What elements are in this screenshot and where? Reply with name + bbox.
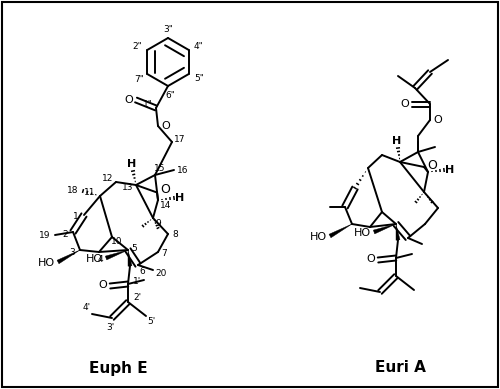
Polygon shape (329, 224, 352, 238)
Text: O: O (427, 158, 437, 172)
Text: Euph E: Euph E (88, 361, 148, 375)
Text: 17: 17 (174, 135, 186, 144)
Text: O: O (98, 280, 108, 290)
Polygon shape (374, 224, 396, 234)
Text: 4: 4 (97, 256, 103, 265)
Text: 15: 15 (154, 163, 166, 172)
Text: 2: 2 (62, 230, 68, 238)
Text: O: O (434, 115, 442, 125)
Text: 6: 6 (139, 266, 145, 275)
Text: 3': 3' (106, 322, 114, 331)
Text: 13: 13 (122, 182, 134, 191)
Text: HO: HO (310, 232, 326, 242)
Text: 1: 1 (73, 212, 79, 221)
Text: H: H (176, 193, 184, 203)
Text: 10: 10 (111, 237, 123, 245)
Text: O: O (124, 95, 134, 105)
Text: 3": 3" (163, 25, 173, 33)
Text: 5': 5' (147, 317, 155, 326)
Text: H: H (446, 165, 454, 175)
Text: 20: 20 (156, 268, 166, 277)
Text: 5: 5 (131, 244, 137, 252)
Text: 14: 14 (160, 200, 172, 210)
Text: 6": 6" (165, 91, 175, 100)
Text: 18: 18 (67, 186, 79, 194)
Text: O: O (366, 254, 376, 264)
Text: 16: 16 (177, 165, 189, 175)
Text: 5": 5" (194, 74, 203, 82)
Text: HO: HO (38, 258, 54, 268)
Text: 12: 12 (102, 173, 114, 182)
Text: H: H (128, 159, 136, 169)
Text: 4': 4' (83, 303, 91, 312)
Polygon shape (396, 224, 400, 240)
Text: 4": 4" (194, 42, 203, 51)
Text: 19: 19 (39, 231, 51, 240)
Text: HO: HO (354, 228, 370, 238)
Text: O: O (160, 183, 170, 196)
Text: HO: HO (86, 254, 102, 264)
Text: Euri A: Euri A (374, 361, 426, 375)
Polygon shape (128, 250, 132, 266)
Text: O: O (162, 121, 170, 131)
Text: 2': 2' (133, 293, 141, 303)
Polygon shape (57, 250, 80, 264)
Text: 3: 3 (69, 247, 75, 256)
Text: 11: 11 (84, 187, 96, 196)
Text: 9: 9 (155, 219, 161, 228)
Text: 7": 7" (134, 75, 144, 84)
Text: 8: 8 (172, 230, 178, 238)
Text: 7: 7 (161, 249, 167, 259)
Text: 2": 2" (132, 42, 142, 51)
Text: 1': 1' (133, 277, 141, 286)
Text: H: H (392, 136, 402, 146)
Text: 1": 1" (143, 100, 153, 109)
Polygon shape (106, 250, 128, 260)
Text: O: O (400, 99, 409, 109)
